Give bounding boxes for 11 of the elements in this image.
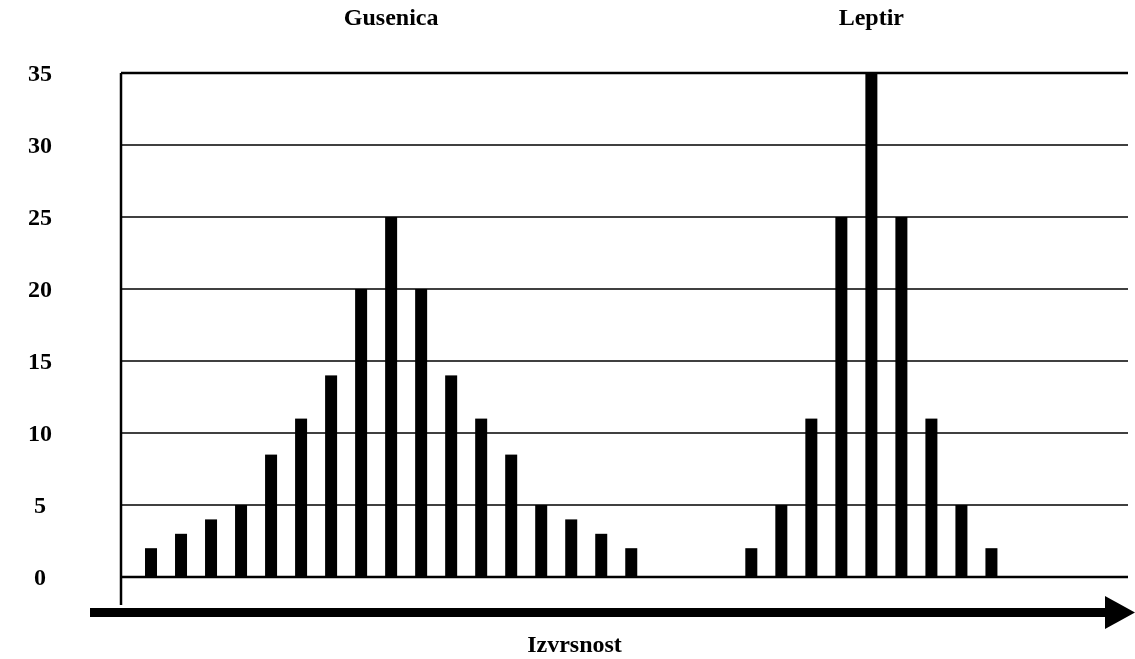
text: Leptir	[838, 4, 905, 30]
y-tick-label: 15	[28, 348, 52, 375]
y-tick-label: 0	[34, 564, 46, 591]
y-tick-label: 25	[28, 204, 52, 231]
x-axis-title: Izvrsnost	[527, 631, 622, 657]
text: Gusenica	[343, 4, 439, 30]
y-tick-label: 10	[28, 420, 52, 447]
y-tick-label: 30	[28, 132, 52, 159]
y-tick-label: 20	[28, 276, 52, 303]
y-tick-label: 35	[28, 60, 52, 87]
y-tick-label: 5	[34, 492, 46, 519]
